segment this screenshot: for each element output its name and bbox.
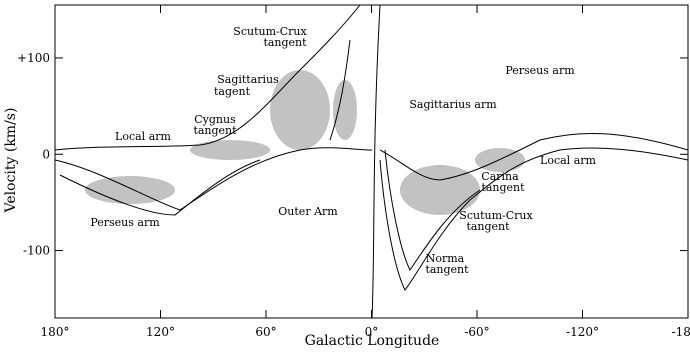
y-tick-label: 0 (42, 147, 50, 161)
annotation: tangent (193, 124, 237, 137)
annotation: Scutum-Crux (459, 209, 533, 222)
annotation: Outer Arm (278, 205, 338, 218)
annotation: tagent (214, 85, 251, 98)
annotation: Local arm (540, 154, 596, 167)
x-tick-label: 180° (41, 325, 70, 339)
annotation: tangent (263, 36, 307, 49)
contour (54, 147, 373, 211)
x-tick-label: -180° (672, 325, 690, 339)
x-tick-label: 120° (146, 325, 175, 339)
emission-blob (270, 70, 330, 150)
x-tick-label: -120° (566, 325, 599, 339)
annotation: tangent (481, 181, 525, 194)
annotation: Perseus arm (90, 216, 160, 229)
annotation: tangent (425, 263, 469, 276)
contour (371, 4, 381, 319)
annotation: Norma (426, 252, 465, 265)
contour (379, 132, 689, 181)
contour (329, 39, 351, 141)
y-axis-label: Velocity (km/s) (3, 108, 19, 214)
annotation: Scutum-Crux (233, 25, 307, 38)
x-tick-label: 0° (365, 325, 379, 339)
emission-blob (333, 80, 357, 140)
x-tick-label: -60° (464, 325, 489, 339)
annotation: Carina (481, 170, 519, 183)
y-tick-label: +100 (17, 51, 50, 65)
emission-blob (400, 165, 480, 215)
annotation: Sagittarius (217, 73, 279, 86)
annotation: tangent (466, 220, 510, 233)
emission-blob (85, 176, 175, 204)
contour (59, 159, 261, 216)
contour (54, 4, 361, 151)
emission-blob (190, 140, 270, 160)
annotation: Perseus arm (505, 64, 575, 77)
annotation: Cygnus (194, 113, 236, 126)
y-tick-label: -100 (23, 244, 50, 258)
x-tick-label: 60° (255, 325, 276, 339)
x-axis-label: Galactic Longitude (305, 333, 440, 349)
annotation: Sagittarius arm (409, 98, 497, 111)
contour (379, 147, 689, 291)
contour (384, 149, 481, 271)
annotation: Local arm (115, 130, 171, 143)
contours (54, 4, 689, 319)
